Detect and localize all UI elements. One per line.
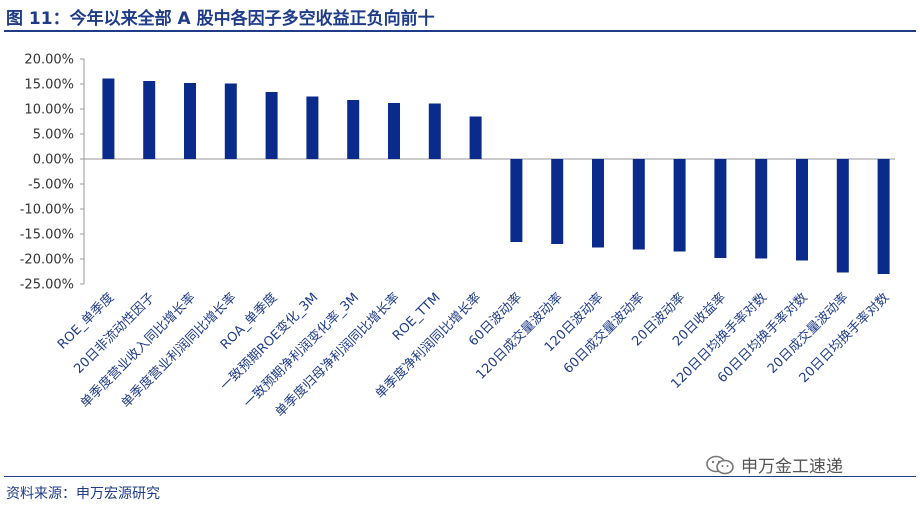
y-tick-label: -15.00% — [20, 228, 74, 243]
source-note: 资料来源：申万宏源研究 — [6, 486, 160, 502]
bar — [755, 159, 768, 259]
y-tick-label: -25.00% — [20, 278, 74, 293]
x-axis-labels: ROE_单季度20日非流动性因子单季度营业收入同比增长率单季度营业利润同比增长率… — [54, 290, 892, 421]
y-axis: 20.00% 15.00% 10.00% 5.00% 0.00% -5.00% -10.00… — [20, 53, 85, 293]
bar — [388, 103, 400, 159]
title-divider — [4, 30, 916, 32]
bar-series — [84, 78, 895, 274]
bar — [551, 159, 564, 244]
y-tick-label: 5.00% — [33, 128, 74, 143]
y-tick-label: 10.00% — [24, 103, 74, 118]
y-tick-label: -10.00% — [20, 203, 74, 218]
bar — [265, 92, 278, 159]
bar — [796, 159, 808, 261]
wechat-icon — [706, 455, 734, 474]
bar-chart: 20.00% 15.00% 10.00% 5.00% 0.00% -5.00% -10.00… — [20, 53, 895, 421]
chart-title: 图 11：今年以来全部 A 股中各因子多空收益正负向前十 — [6, 9, 435, 29]
footer-divider — [4, 476, 916, 477]
bar — [347, 100, 360, 159]
y-tick-label: 20.00% — [24, 53, 74, 68]
bar — [632, 159, 645, 250]
bar — [469, 116, 482, 159]
bar — [306, 96, 319, 159]
bar — [592, 159, 604, 248]
bar — [510, 159, 523, 242]
y-tick-label: 15.00% — [24, 78, 74, 93]
bar — [714, 159, 727, 258]
bar — [224, 83, 237, 159]
watermark: 申万金工速递 — [705, 452, 843, 477]
bar — [673, 159, 686, 252]
y-tick-label: 0.00% — [33, 153, 74, 168]
bar — [428, 103, 441, 159]
y-tick-label: -5.00% — [28, 178, 74, 193]
bar — [184, 83, 196, 159]
y-tick-label: -20.00% — [20, 253, 74, 268]
bar — [836, 159, 849, 273]
bar — [877, 159, 890, 274]
watermark-text: 申万金工速递 — [741, 457, 843, 477]
bar — [102, 78, 115, 159]
bar — [143, 81, 156, 159]
